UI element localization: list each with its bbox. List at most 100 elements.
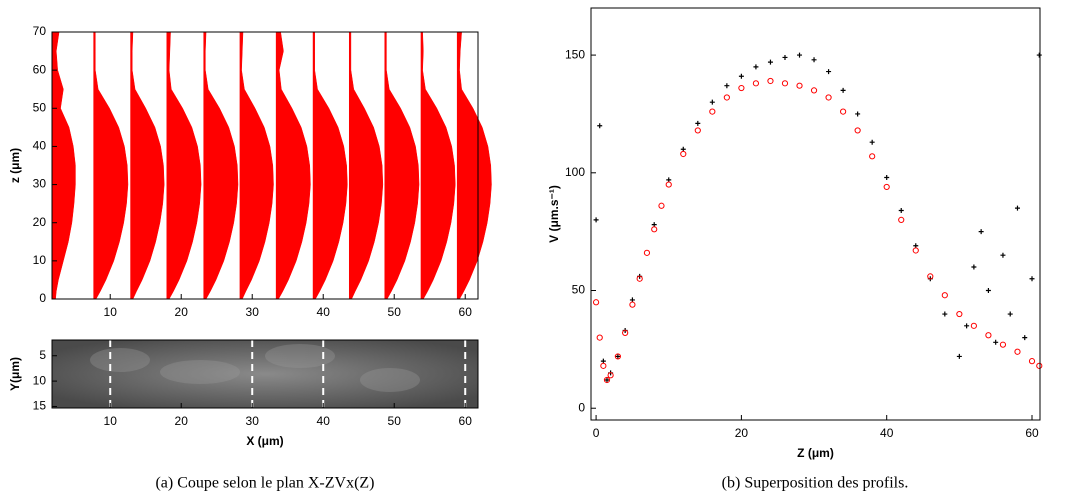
data-point [912, 247, 919, 254]
axes-box [51, 31, 479, 300]
data-point [971, 264, 977, 270]
x-tick-label: 30 [246, 305, 260, 319]
data-point [680, 150, 687, 158]
x-tick-label: 50 [388, 414, 402, 428]
data-point [593, 217, 599, 223]
data-point [978, 229, 984, 235]
x-tick-label: 40 [317, 305, 331, 319]
velocity-profile [276, 31, 311, 300]
data-point [767, 77, 774, 85]
data-point [855, 111, 861, 117]
x-tick-label: 0 [593, 426, 600, 440]
x-tick-label: 60 [459, 305, 473, 319]
image-texture [265, 344, 335, 368]
data-point [709, 99, 715, 105]
data-point [738, 84, 745, 92]
y-tick-label: 150 [565, 47, 585, 61]
y-tick-label: 10 [33, 373, 47, 387]
y-tick-label: 30 [33, 177, 47, 191]
data-point [811, 57, 817, 63]
data-point [1036, 362, 1043, 369]
x-tick-label: 50 [388, 305, 402, 319]
data-point [898, 207, 904, 213]
data-point [1036, 52, 1042, 58]
x-axis-label: Z (μm) [797, 446, 834, 460]
data-point [1000, 252, 1006, 258]
x-tick-label: 40 [317, 414, 331, 428]
data-point [603, 376, 611, 384]
data-point [615, 353, 621, 359]
data-point [956, 310, 963, 318]
data-point [1028, 358, 1036, 365]
data-point [869, 153, 876, 160]
data-point [592, 299, 600, 306]
velocity-profile [239, 31, 274, 300]
velocity-profile [420, 31, 456, 300]
data-point [752, 80, 760, 87]
data-point [658, 202, 665, 209]
caption: (a) Coupe selon le plan X-ZVx(Z) [155, 475, 374, 492]
data-point [869, 139, 875, 145]
velocity-profile [203, 31, 239, 300]
data-point [927, 273, 934, 280]
x-tick-label: 10 [104, 414, 118, 428]
data-point [999, 341, 1007, 348]
velocity-profile [130, 31, 165, 300]
data-point [636, 275, 643, 282]
data-point [985, 288, 991, 294]
data-point [724, 83, 730, 89]
data-point [629, 301, 636, 308]
x-tick-label: 20 [175, 305, 189, 319]
microscope-image [52, 340, 478, 408]
data-point [738, 73, 744, 79]
image-texture [360, 368, 420, 392]
data-point [956, 353, 962, 359]
data-point [898, 216, 905, 223]
y-tick-label: 0 [578, 400, 585, 414]
data-point [643, 249, 651, 256]
data-point [854, 127, 861, 134]
x-tick-label: 20 [175, 414, 189, 428]
image-texture [90, 348, 150, 372]
data-point [825, 94, 832, 101]
x-tick-label: 30 [246, 414, 260, 428]
y-axis-label: z (μm) [8, 148, 22, 183]
data-point [1014, 205, 1020, 211]
y-tick-label: 50 [33, 100, 47, 114]
data-point [840, 108, 847, 115]
x-tick-label: 20 [735, 426, 749, 440]
velocity-profile [313, 31, 348, 300]
y-axis-label: Y(μm) [8, 357, 22, 391]
data-point [723, 94, 730, 101]
caption: (b) Superposition des profils. [722, 475, 909, 492]
x-tick-label: 60 [459, 414, 473, 428]
data-point [694, 127, 701, 134]
x-tick-label: 60 [1025, 426, 1039, 440]
data-point [1029, 276, 1035, 282]
image-texture [160, 360, 240, 384]
data-point [1007, 311, 1013, 317]
data-point [810, 87, 818, 94]
y-axis-label: V (μm.s⁻¹) [547, 185, 561, 243]
x-axis-label: X (μm) [246, 434, 283, 448]
data-point [781, 80, 789, 87]
velocity-profile [93, 31, 129, 300]
data-point [993, 339, 999, 345]
data-point [964, 323, 970, 329]
data-point [596, 334, 603, 341]
data-point [883, 183, 890, 191]
data-point [782, 54, 788, 60]
y-tick-label: 70 [33, 24, 47, 38]
data-point [651, 226, 658, 233]
data-point [796, 82, 803, 89]
y-tick-label: 50 [572, 283, 586, 297]
data-point [695, 120, 701, 126]
x-tick-label: 40 [880, 426, 894, 440]
axes-box [590, 7, 1041, 421]
velocity-profile [457, 31, 492, 300]
data-point [614, 353, 621, 360]
y-tick-label: 60 [33, 62, 47, 76]
data-point [709, 108, 716, 115]
data-point [1022, 335, 1028, 341]
